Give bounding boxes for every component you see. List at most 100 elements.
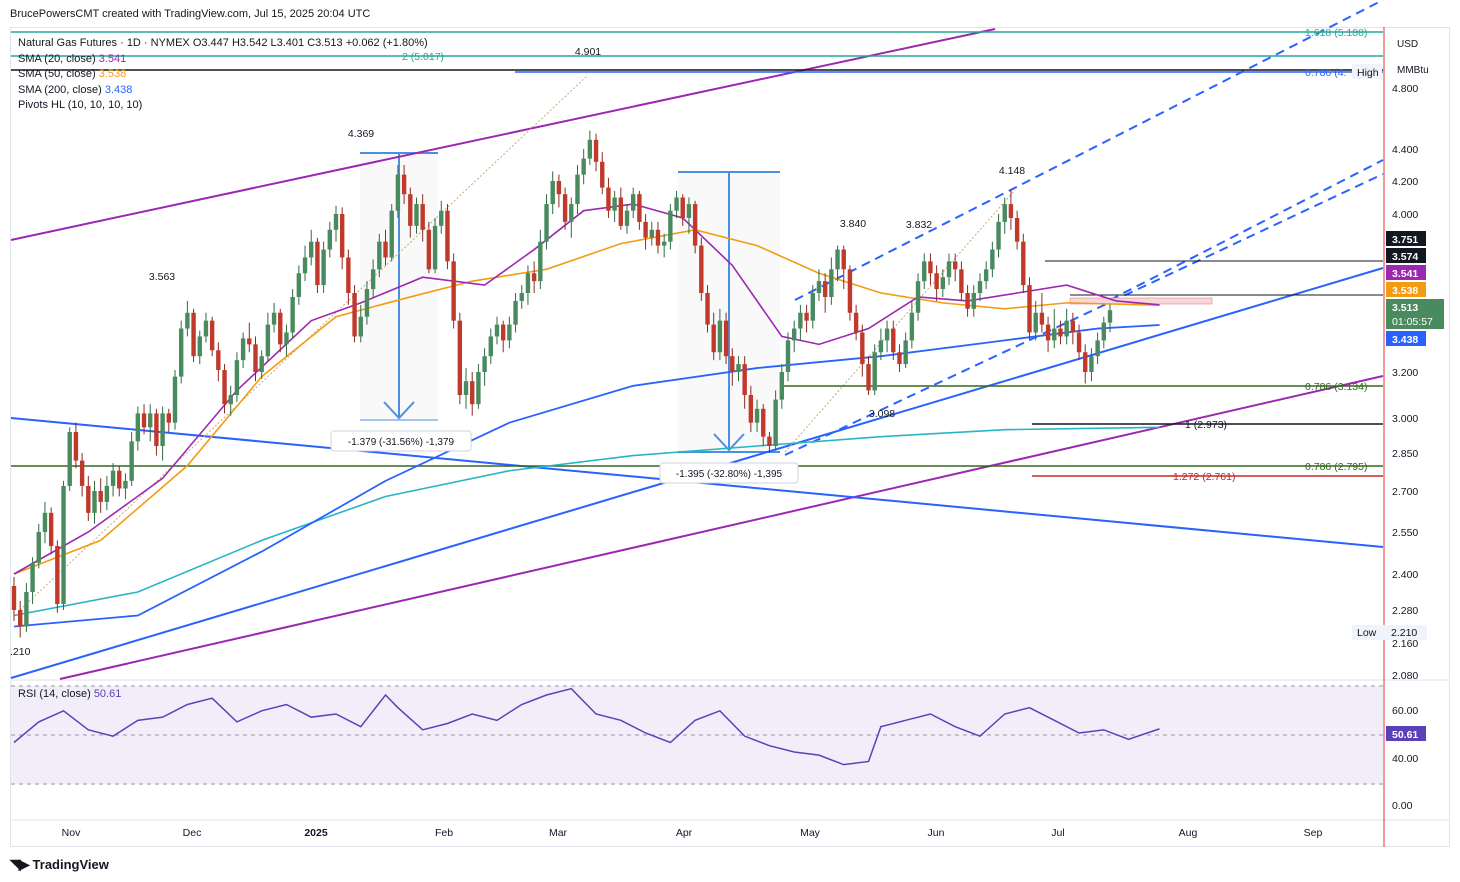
candle-down	[470, 372, 475, 416]
candle-down	[959, 261, 964, 301]
time-tick: Jul	[1051, 827, 1064, 839]
measure-text-2: -1.395 (-32.80%) -1,395	[676, 469, 783, 480]
candle-up	[996, 214, 1001, 258]
dashed-trendline-2	[794, 0, 1384, 301]
candle-down	[1083, 344, 1088, 384]
candle-up	[240, 332, 246, 369]
candle-up	[550, 171, 555, 214]
candle-up	[686, 197, 692, 234]
candle-up	[265, 312, 271, 363]
candle-up	[717, 308, 723, 361]
candle-up	[792, 320, 797, 353]
candle-down	[897, 344, 902, 372]
candle-down	[891, 320, 896, 361]
measure-label-1: -1.379 (-31.56%) -1,379	[330, 430, 472, 452]
svg-text:3.574: 3.574	[1392, 251, 1418, 263]
pivot-label-3832: 3.832	[906, 219, 932, 231]
rsi-legend[interactable]: RSI (14, close) 50.61	[18, 688, 122, 700]
measure-label-2: -1.395 (-32.80%) -1,395	[659, 462, 799, 484]
candle-down	[1045, 316, 1051, 353]
candle-down	[401, 165, 407, 205]
candle-down	[965, 285, 970, 317]
price-badge-3438: 3.438	[1386, 331, 1426, 346]
candle-down	[1039, 293, 1045, 333]
candle-up	[321, 241, 326, 293]
candle-down	[637, 190, 642, 230]
time-tick: Aug	[1179, 827, 1198, 839]
candle-down	[761, 404, 766, 446]
candle-up	[24, 583, 29, 632]
time-axis[interactable]: Nov Dec 2025 Feb Mar Apr May Jun Jul Aug…	[62, 827, 1323, 839]
candle-up	[661, 233, 667, 258]
candle-down	[531, 261, 537, 293]
candle-up	[587, 130, 593, 165]
candle-up	[575, 165, 580, 214]
candle-up	[829, 257, 834, 305]
candle-down	[866, 356, 871, 395]
candle-up	[1052, 308, 1057, 349]
low-tag: Low 2.210	[1352, 625, 1427, 640]
dashed-trendline-3	[1109, 159, 1384, 301]
candle-down	[420, 194, 425, 242]
candle-up	[785, 332, 791, 382]
candle-down	[445, 204, 450, 270]
candle-down	[952, 253, 958, 282]
price-axis[interactable]: 4.800 4.400 4.200 4.000 3.200 3.000 2.85…	[1392, 83, 1418, 682]
candle-down	[1021, 233, 1026, 293]
svg-text:High: High	[1357, 67, 1379, 79]
candle-down	[79, 453, 85, 497]
sma50-line	[13, 228, 1160, 575]
candle-down	[1076, 324, 1082, 361]
rsi-line	[13, 687, 1160, 766]
candle-up	[488, 328, 493, 365]
candle-up	[148, 404, 153, 442]
candle-down	[253, 336, 258, 382]
candle-down	[841, 245, 846, 290]
candle-up	[110, 463, 116, 497]
rsi-axis[interactable]: 60.00 40.00 0.00	[1392, 705, 1418, 812]
candle-down	[1058, 320, 1063, 345]
candle-down	[822, 273, 828, 313]
tradingview-footer[interactable]: ◥▶ TradingView	[10, 856, 109, 873]
candle-down	[742, 356, 747, 409]
brand-label: TradingView	[32, 857, 109, 872]
attribution: BrucePowersCMT created with TradingView.…	[10, 8, 371, 20]
candle-down	[705, 285, 710, 333]
candle-down	[315, 237, 320, 293]
sma-teal-line	[13, 426, 1160, 617]
candle-down	[247, 322, 252, 353]
fib-label-0786-top: 0.786 (4.	[1305, 67, 1346, 79]
price-tick: 2.550	[1392, 527, 1418, 539]
sma50-legend[interactable]: SMA (50, close) 3.538	[18, 68, 127, 80]
candle-down	[11, 577, 17, 621]
pivots-legend[interactable]: Pivots HL (10, 10, 10, 10)	[18, 99, 143, 111]
candle-up	[1033, 300, 1038, 341]
candle-up	[990, 241, 995, 278]
candle-up	[358, 304, 363, 343]
candle-up	[971, 285, 976, 317]
price-tick: 4.800	[1392, 83, 1418, 95]
candle-up	[649, 221, 654, 246]
currency-unit[interactable]: USD MMBtu	[1397, 38, 1429, 78]
sma200-legend[interactable]: SMA (200, close) 3.438	[18, 83, 133, 96]
candle-up	[773, 390, 778, 451]
pivot-label-3563: 3.563	[149, 271, 175, 283]
candle-up	[482, 348, 487, 386]
candle-down	[593, 133, 599, 172]
candle-up	[432, 217, 438, 274]
candle-up	[36, 523, 41, 569]
candle-up	[463, 368, 469, 409]
symbol-line[interactable]: Natural Gas Futures · 1D · NYMEX O3.447 …	[18, 37, 428, 49]
sma20-legend[interactable]: SMA (20, close) 3.541	[18, 52, 127, 65]
candle-down	[1070, 312, 1076, 345]
candle-down	[117, 465, 122, 497]
candle-down	[278, 308, 283, 353]
candle-down	[680, 194, 685, 226]
candle-up	[581, 149, 586, 185]
pivot-label-3098: 3.098	[869, 408, 895, 420]
price-badge-3574: 3.574	[1386, 248, 1426, 263]
candle-up	[779, 364, 785, 409]
svg-text:Low: Low	[1357, 627, 1377, 639]
candle-up	[1089, 348, 1094, 382]
